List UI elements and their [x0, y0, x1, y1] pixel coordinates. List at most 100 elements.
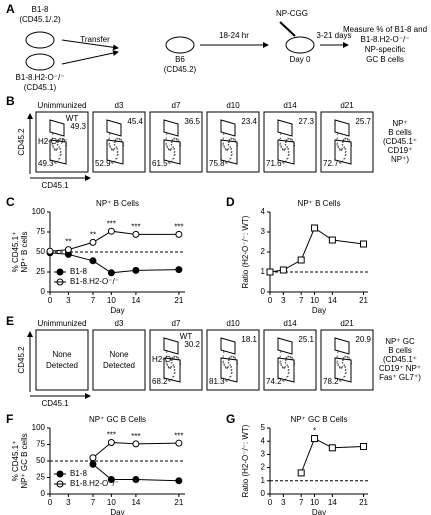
marker: [175, 266, 183, 274]
label: Day 0: [290, 55, 311, 64]
label: 25: [36, 473, 45, 482]
label: 72.7: [323, 159, 339, 168]
label: 36.5: [184, 117, 200, 126]
dot: [286, 376, 288, 378]
dot: [282, 379, 284, 382]
dot: [222, 144, 224, 146]
dot: [226, 149, 228, 151]
dot: [61, 137, 63, 140]
gate: [220, 119, 236, 137]
dot: [108, 144, 110, 146]
dot: [173, 372, 176, 375]
dot: [172, 364, 174, 367]
label: 0: [41, 287, 46, 296]
label: 61.5: [152, 159, 168, 168]
label: NP⁺ GC B cells: [20, 433, 29, 488]
dot: [285, 141, 287, 143]
dot: [344, 138, 347, 140]
label: 10: [107, 296, 116, 305]
dot: [337, 145, 339, 147]
flow-plot: [263, 111, 317, 173]
dot: [279, 362, 281, 364]
marker: [107, 269, 115, 277]
dot: [169, 149, 171, 151]
label: 20.9: [355, 335, 371, 344]
dot: [170, 144, 173, 146]
label: 7: [299, 498, 304, 507]
gate: [106, 119, 122, 137]
dot: [51, 142, 53, 145]
dot: [227, 148, 229, 150]
dot: [344, 369, 347, 372]
label: 14: [131, 498, 140, 507]
label: 3: [261, 227, 266, 236]
label: 75: [36, 227, 45, 236]
dot: [168, 379, 170, 382]
dot: [57, 141, 59, 143]
label: B1-8.H2-O⁻/⁻: [361, 35, 410, 44]
dot: [116, 138, 119, 140]
dot: [223, 146, 225, 149]
label: NP⁺ GC B Cells: [89, 415, 146, 424]
label: 3: [66, 296, 71, 305]
label: (CD45.1): [24, 83, 57, 92]
dot: [232, 137, 234, 140]
gate: [334, 119, 350, 137]
dot: [222, 351, 225, 353]
flow-plot: [320, 111, 374, 173]
dot: [344, 356, 347, 358]
dot: [115, 158, 117, 160]
label: NP⁺): [391, 155, 409, 164]
dot: [173, 154, 176, 157]
dot: [222, 142, 224, 145]
label: 5: [261, 423, 266, 432]
panel-letter: G: [226, 412, 235, 426]
label: CD45.1: [41, 399, 69, 408]
dot: [287, 151, 290, 154]
dot: [283, 149, 285, 151]
dot: [343, 357, 345, 359]
label: 10: [107, 498, 116, 507]
dot: [281, 366, 284, 368]
dot: [339, 161, 341, 164]
gate: [220, 357, 238, 383]
dot: [336, 137, 339, 139]
label: GC B cells: [366, 55, 404, 64]
dot: [290, 139, 292, 141]
label: **: [90, 231, 96, 240]
dot: [223, 364, 225, 367]
label: ***: [174, 223, 183, 232]
marker: [297, 469, 305, 477]
label: 2: [261, 247, 266, 256]
series-line: [269, 227, 364, 273]
dot: [173, 148, 175, 150]
dot: [112, 162, 114, 164]
dot: [222, 137, 225, 139]
label: B1-8: [32, 5, 49, 14]
dot: [172, 158, 174, 160]
label: NP⁺ GC B Cells: [290, 415, 347, 424]
dot: [280, 145, 282, 147]
label: Unimmunized: [38, 101, 87, 110]
dot: [341, 362, 344, 364]
dot: [279, 360, 281, 363]
label: 7: [91, 296, 96, 305]
dot: [116, 151, 119, 154]
dot: [229, 139, 231, 141]
label: 21: [359, 498, 368, 507]
marker: [89, 454, 97, 462]
panel-letter: E: [6, 314, 14, 328]
dot: [55, 149, 57, 151]
gate: [220, 139, 238, 165]
label: Measure % of B1-8 and: [343, 25, 427, 34]
dot: [227, 366, 229, 368]
dot: [336, 362, 338, 364]
gate: [334, 139, 352, 165]
dot: [225, 161, 227, 164]
dot: [280, 364, 282, 367]
label: 78.2: [323, 377, 339, 386]
dot: [168, 161, 170, 164]
dot: [118, 137, 120, 140]
dot: [230, 151, 233, 154]
marker: [107, 475, 115, 483]
